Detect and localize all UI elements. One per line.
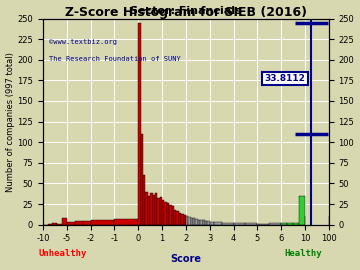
Bar bbox=[191, 218, 193, 225]
Bar bbox=[145, 192, 148, 225]
Bar bbox=[203, 221, 205, 225]
Bar bbox=[143, 175, 145, 225]
Bar bbox=[188, 217, 191, 225]
X-axis label: Score: Score bbox=[170, 254, 201, 264]
Bar bbox=[198, 220, 200, 225]
Bar bbox=[257, 224, 269, 225]
Bar bbox=[210, 222, 215, 225]
Bar bbox=[193, 218, 195, 225]
Bar bbox=[205, 221, 207, 225]
Bar bbox=[167, 203, 169, 225]
Text: ©www.textbiz.org: ©www.textbiz.org bbox=[49, 39, 117, 45]
Bar bbox=[246, 223, 257, 225]
Bar bbox=[148, 196, 150, 225]
Text: Sector: Financials: Sector: Financials bbox=[130, 6, 242, 16]
Bar bbox=[169, 205, 172, 225]
Bar bbox=[91, 221, 114, 225]
Bar bbox=[114, 219, 138, 225]
Bar bbox=[155, 193, 157, 225]
Bar bbox=[181, 214, 184, 225]
Bar bbox=[174, 210, 176, 225]
Bar bbox=[165, 201, 167, 225]
Bar bbox=[162, 200, 165, 225]
Bar bbox=[48, 224, 53, 225]
Bar bbox=[184, 215, 186, 225]
Bar bbox=[67, 222, 75, 225]
Bar bbox=[157, 198, 160, 225]
Bar bbox=[207, 221, 210, 225]
Bar bbox=[150, 193, 153, 225]
Y-axis label: Number of companies (997 total): Number of companies (997 total) bbox=[5, 52, 14, 191]
Bar bbox=[195, 219, 198, 225]
Bar bbox=[75, 221, 83, 225]
Bar bbox=[179, 213, 181, 225]
Bar bbox=[141, 134, 143, 225]
Bar bbox=[176, 211, 179, 225]
Bar bbox=[269, 223, 281, 225]
Text: The Research Foundation of SUNY: The Research Foundation of SUNY bbox=[49, 56, 180, 62]
Bar bbox=[234, 223, 246, 225]
Bar bbox=[138, 23, 141, 225]
Bar bbox=[62, 218, 67, 225]
Bar bbox=[186, 216, 188, 225]
Bar bbox=[222, 223, 234, 225]
Text: Unhealthy: Unhealthy bbox=[39, 248, 87, 258]
Bar bbox=[53, 223, 57, 225]
Bar bbox=[172, 207, 174, 225]
Text: Healthy: Healthy bbox=[284, 248, 322, 258]
Bar bbox=[293, 223, 299, 225]
Bar bbox=[287, 223, 293, 225]
Bar bbox=[200, 221, 203, 225]
Bar bbox=[299, 196, 305, 225]
Bar bbox=[281, 223, 287, 225]
Bar bbox=[160, 197, 162, 225]
Title: Z-Score Histogram for SIEB (2016): Z-Score Histogram for SIEB (2016) bbox=[65, 6, 307, 19]
Bar bbox=[57, 224, 62, 225]
Bar bbox=[215, 222, 222, 225]
Text: 33.8112: 33.8112 bbox=[265, 74, 306, 83]
Bar bbox=[83, 221, 91, 225]
Bar bbox=[153, 195, 155, 225]
